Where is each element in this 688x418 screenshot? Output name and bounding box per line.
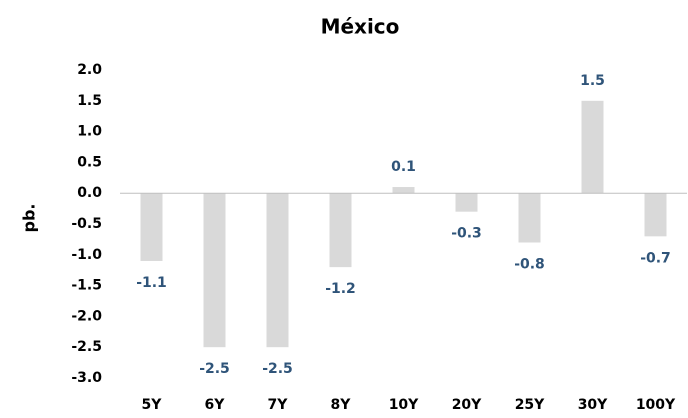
chart-title: México <box>321 15 400 39</box>
x-tick-label: 100Y <box>636 397 676 413</box>
y-tick-label: 1.5 <box>77 93 102 109</box>
data-label: 1.5 <box>580 73 605 89</box>
y-tick-label: -2.0 <box>71 308 102 324</box>
y-tick-label: -1.0 <box>71 247 102 263</box>
x-tick-label: 20Y <box>452 397 482 413</box>
data-label: -1.1 <box>136 275 167 291</box>
y-tick-label: 0.0 <box>77 185 102 201</box>
y-tick-label: -1.5 <box>71 278 102 294</box>
data-label: -0.3 <box>451 226 482 242</box>
x-tick-label: 30Y <box>578 397 608 413</box>
bar <box>581 100 604 194</box>
x-tick-label: 25Y <box>515 397 545 413</box>
y-tick-label: 0.5 <box>77 154 102 170</box>
y-tick-label: -2.5 <box>71 339 102 355</box>
bar <box>644 193 667 237</box>
bar <box>266 193 289 348</box>
bar <box>518 193 541 243</box>
x-tick-label: 5Y <box>142 397 163 413</box>
y-tick-label: -3.0 <box>71 370 102 386</box>
data-label: -2.5 <box>199 361 230 377</box>
x-tick-label: 8Y <box>331 397 352 413</box>
x-tick-label: 10Y <box>389 397 419 413</box>
data-label: -0.7 <box>640 250 671 266</box>
data-label: -1.2 <box>325 281 356 297</box>
x-tick-label: 7Y <box>268 397 289 413</box>
bar <box>455 193 478 212</box>
x-tick-label: 6Y <box>205 397 226 413</box>
bar <box>140 193 163 261</box>
data-label: -0.8 <box>514 256 545 272</box>
y-axis-label: pb. <box>20 204 39 233</box>
bar <box>203 193 226 348</box>
data-label: -2.5 <box>262 361 293 377</box>
y-tick-label: 2.0 <box>77 62 102 78</box>
data-label: 0.1 <box>391 159 416 175</box>
bar <box>329 193 352 268</box>
y-tick-label: -0.5 <box>71 216 102 232</box>
bar <box>392 187 415 194</box>
y-tick-label: 1.0 <box>77 124 102 140</box>
